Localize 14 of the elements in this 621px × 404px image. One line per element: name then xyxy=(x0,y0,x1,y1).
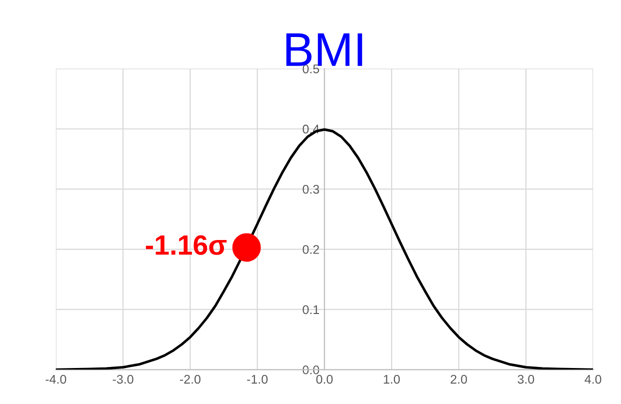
x-tick-label: 4.0 xyxy=(584,374,602,384)
x-tick-label: -1.0 xyxy=(247,374,268,384)
x-tick-label: -3.0 xyxy=(112,374,134,384)
annotation: -1.16σ xyxy=(146,235,227,255)
x-tick-label: -4.0 xyxy=(46,374,66,384)
x-tick-label: -2.0 xyxy=(180,374,200,384)
x-tick-label: 1.0 xyxy=(384,374,400,384)
y-tick-label: 0.2 xyxy=(302,245,319,254)
x-tick-label: 3.0 xyxy=(518,374,534,384)
x-tick-label: 0.0 xyxy=(316,374,333,384)
y-tick-label: 0.1 xyxy=(302,305,320,314)
x-tick-label: 2.0 xyxy=(450,374,467,384)
y-tick-label: 0.3 xyxy=(302,184,320,194)
chart-title: BMI xyxy=(286,33,362,66)
